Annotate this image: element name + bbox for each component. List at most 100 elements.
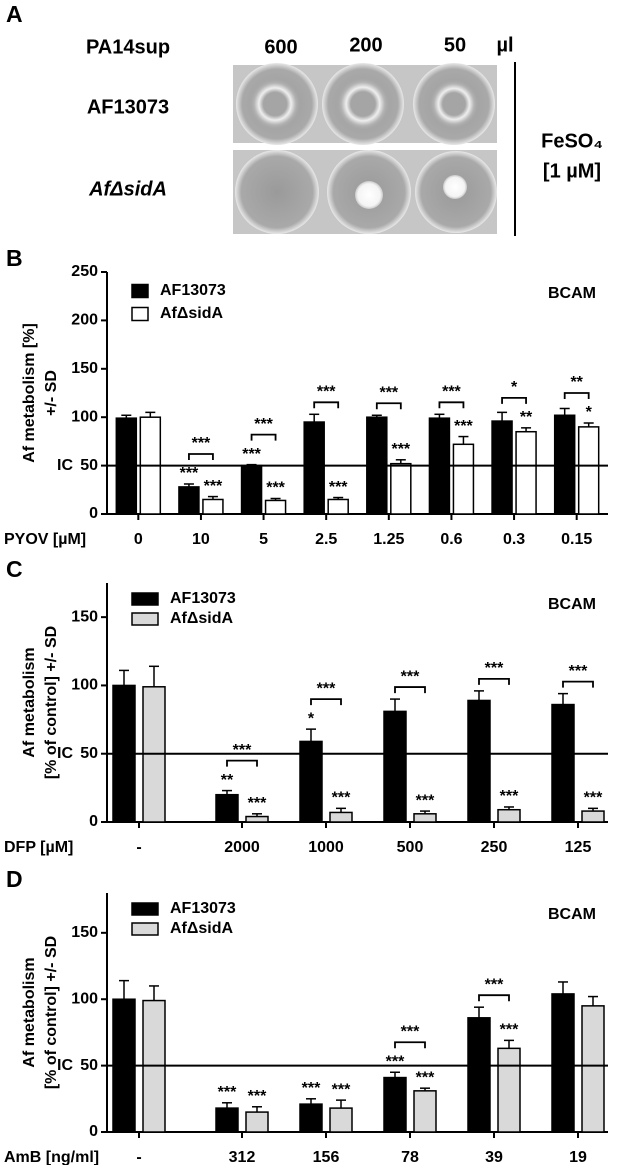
x-tick-label: 19	[569, 1149, 587, 1165]
significance-bracket	[375, 402, 402, 410]
y-tick-label: 100	[71, 408, 98, 425]
bar	[581, 1005, 605, 1133]
y-tick-label: 50	[80, 745, 98, 762]
y-axis-label: +/- SD	[43, 370, 60, 416]
significance-bracket	[562, 680, 594, 688]
significance-bracket	[563, 392, 590, 400]
y-tick-label: 50	[80, 457, 98, 474]
plate-photo	[233, 63, 497, 145]
x-tick-label: 39	[485, 1149, 503, 1165]
bracket-label: ***	[233, 742, 252, 759]
bracket-label: ***	[317, 384, 336, 401]
bar	[383, 710, 407, 823]
bar	[491, 420, 513, 515]
legend-swatch	[131, 902, 159, 916]
legend-label: AF13073	[170, 900, 236, 917]
legend-swatch	[131, 306, 149, 322]
x-tick-label: 312	[229, 1149, 256, 1165]
significance-stars: **	[520, 409, 533, 426]
significance-stars: ***	[391, 441, 410, 458]
significance-stars: ***	[386, 1053, 405, 1070]
panel-letter: A	[6, 1, 23, 27]
significance-stars: ***	[329, 479, 348, 496]
significance-bracket	[394, 1041, 426, 1049]
x-tick-label: 125	[565, 839, 592, 856]
bracket-label: ***	[317, 680, 336, 697]
bracket-label: ***	[569, 663, 588, 680]
y-tick-label: 150	[71, 360, 98, 377]
bar	[245, 815, 269, 823]
y-tick-label: 50	[80, 1057, 98, 1074]
reference-label: IC	[57, 457, 73, 474]
x-tick-label: 2000	[224, 839, 260, 856]
significance-stars: ***	[500, 1022, 519, 1039]
significance-stars: ***	[332, 1081, 351, 1098]
legend-label: AfΔsidA	[160, 305, 224, 322]
y-axis-label: Af metabolism [%]	[21, 323, 38, 463]
bracket-label: ***	[192, 435, 211, 452]
chart-title: BCAM	[548, 906, 596, 923]
significance-stars: ***	[416, 1069, 435, 1086]
reference-label: IC	[57, 745, 73, 762]
panel-letter: B	[6, 245, 23, 271]
bracket-label: ***	[401, 668, 420, 685]
significance-bracket	[478, 994, 510, 1002]
panel-letter: C	[6, 556, 23, 582]
significance-bracket	[250, 433, 277, 441]
bar	[551, 993, 575, 1133]
volume-label: 200	[349, 34, 382, 56]
legend-label: AfΔsidA	[170, 920, 234, 937]
significance-bracket	[226, 759, 258, 767]
bar	[497, 808, 521, 823]
significance-bracket	[394, 686, 426, 694]
y-axis-label: Af metabolism	[21, 647, 38, 757]
significance-bracket	[501, 396, 527, 404]
x-axis-label: PYOV [µM]	[4, 531, 86, 548]
y-tick-label: 100	[71, 990, 98, 1007]
significance-stars: ***	[454, 418, 473, 435]
y-tick-label: 250	[71, 263, 98, 280]
legend-swatch	[131, 612, 159, 626]
significance-stars: ***	[332, 790, 351, 807]
significance-stars: ***	[204, 478, 223, 495]
bar	[413, 1090, 437, 1133]
bar	[240, 464, 263, 515]
x-tick-label: 10	[192, 531, 210, 548]
x-tick-label: 5	[259, 531, 268, 548]
significance-stars: ***	[302, 1080, 321, 1097]
significance-bracket	[188, 453, 214, 460]
x-tick-label: -	[136, 1149, 141, 1165]
legend-swatch	[131, 592, 159, 606]
bar	[452, 443, 475, 515]
condition-label: FeSO₄	[541, 130, 603, 152]
x-axis-label: AmB [ng/ml]	[4, 1149, 99, 1165]
significance-stars: ***	[416, 792, 435, 809]
significance-stars: *	[586, 404, 593, 421]
volume-label: 600	[264, 36, 297, 58]
x-tick-label: 2.5	[315, 531, 337, 548]
significance-stars: **	[221, 772, 234, 789]
legend-swatch	[131, 283, 149, 299]
x-tick-label: 0.15	[561, 531, 592, 548]
bracket-label: ***	[485, 976, 504, 993]
significance-stars: ***	[248, 795, 267, 812]
significance-bracket	[310, 698, 342, 706]
significance-stars: ***	[500, 788, 519, 805]
bar	[467, 1017, 491, 1133]
significance-bracket	[313, 401, 340, 409]
unit-label: µl	[496, 34, 513, 56]
significance-bracket	[438, 401, 465, 409]
legend-swatch	[131, 922, 159, 936]
x-tick-label: -	[136, 839, 141, 856]
significance-stars: ***	[266, 480, 285, 497]
bracket-label: ***	[401, 1023, 420, 1040]
bracket-label: ***	[485, 660, 504, 677]
x-tick-label: 0.6	[440, 531, 462, 548]
bar	[467, 699, 491, 823]
row-label: AfΔsidA	[88, 178, 167, 200]
significance-stars: ***	[242, 446, 261, 463]
significance-stars: ***	[180, 465, 199, 482]
legend-label: AfΔsidA	[170, 610, 234, 627]
